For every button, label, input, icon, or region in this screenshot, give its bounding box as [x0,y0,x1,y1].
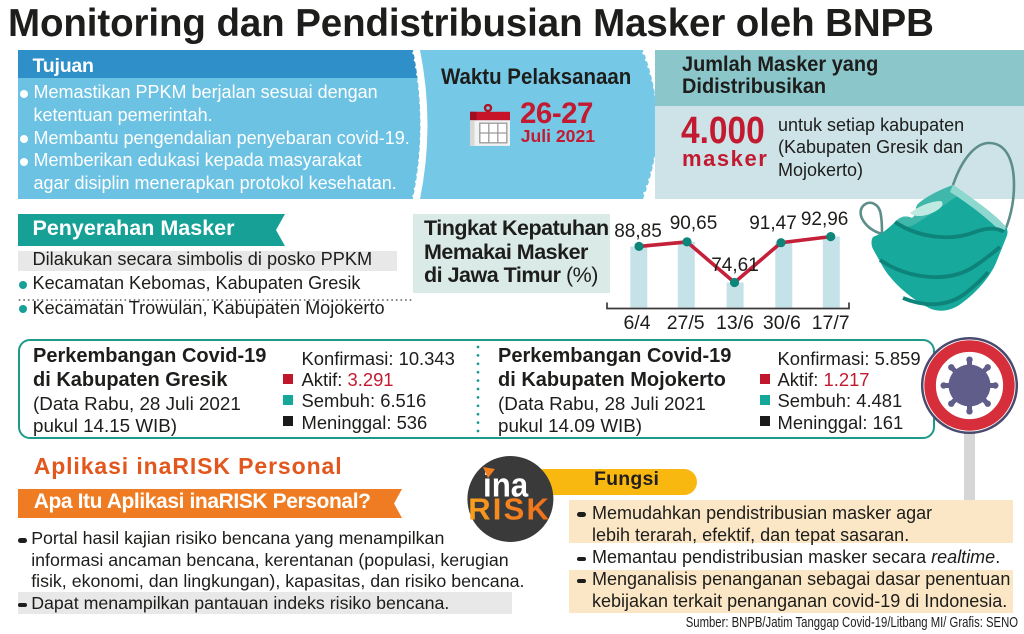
svg-text:RISK: RISK [468,492,551,527]
